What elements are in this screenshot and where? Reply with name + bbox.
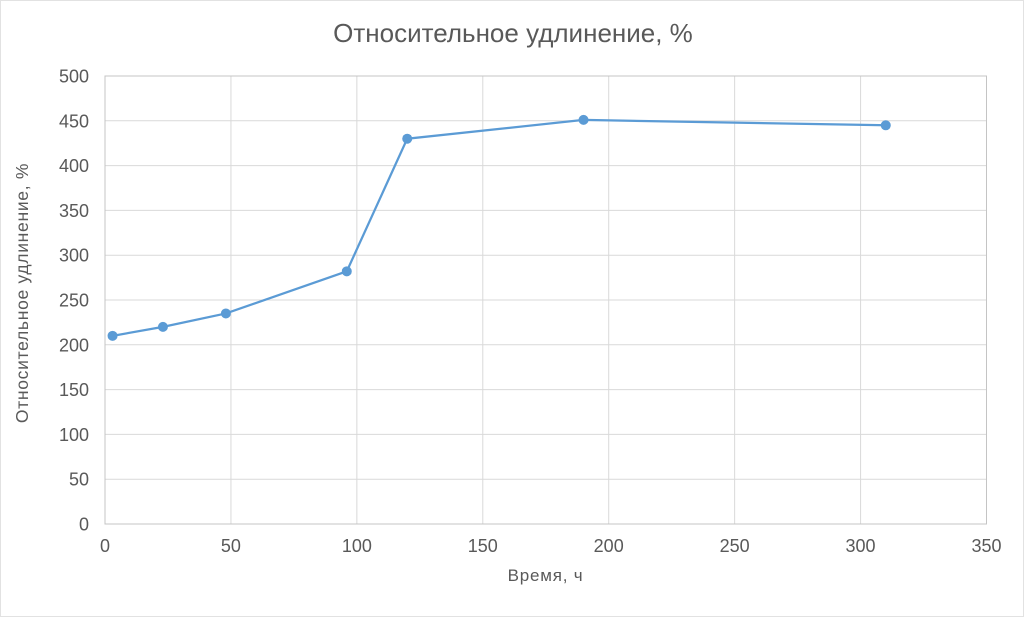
svg-text:400: 400 — [59, 156, 89, 176]
svg-text:500: 500 — [59, 67, 89, 87]
svg-text:250: 250 — [59, 291, 89, 311]
svg-text:100: 100 — [59, 425, 89, 445]
svg-text:0: 0 — [100, 536, 110, 556]
svg-text:200: 200 — [594, 536, 624, 556]
svg-text:100: 100 — [342, 536, 372, 556]
svg-text:150: 150 — [468, 536, 498, 556]
svg-text:300: 300 — [846, 536, 876, 556]
svg-text:50: 50 — [69, 470, 89, 490]
svg-text:200: 200 — [59, 335, 89, 355]
svg-text:150: 150 — [59, 380, 89, 400]
svg-text:450: 450 — [59, 111, 89, 131]
svg-text:50: 50 — [221, 536, 241, 556]
svg-text:350: 350 — [59, 201, 89, 221]
svg-text:250: 250 — [720, 536, 750, 556]
svg-text:0: 0 — [79, 515, 89, 535]
svg-text:300: 300 — [59, 246, 89, 266]
svg-text:350: 350 — [971, 536, 1001, 556]
